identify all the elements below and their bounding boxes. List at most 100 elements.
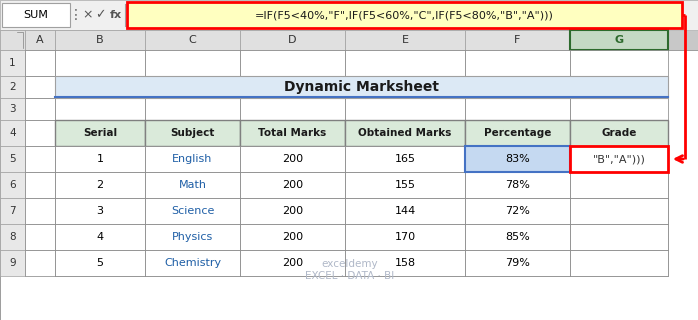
Text: 7: 7 — [9, 206, 16, 216]
Bar — [145, 98, 240, 120]
Text: C: C — [188, 35, 196, 45]
Bar — [0, 224, 25, 250]
Bar — [55, 50, 145, 76]
Text: 1: 1 — [9, 58, 16, 68]
Bar — [25, 146, 55, 172]
Text: E: E — [401, 35, 408, 45]
Bar — [55, 198, 145, 224]
Bar — [145, 224, 240, 250]
Text: B: B — [96, 35, 104, 45]
Text: 3: 3 — [96, 206, 103, 216]
Bar — [0, 146, 25, 172]
Text: 85%: 85% — [505, 232, 530, 242]
Bar — [345, 98, 465, 120]
Text: Dynamic Marksheet: Dynamic Marksheet — [284, 80, 439, 94]
Bar — [570, 172, 668, 198]
Bar — [145, 198, 240, 224]
Text: 200: 200 — [282, 154, 303, 164]
Text: Physics: Physics — [172, 232, 213, 242]
Text: 5: 5 — [9, 154, 16, 164]
Text: 2: 2 — [96, 180, 103, 190]
Bar — [570, 224, 668, 250]
Bar — [240, 98, 345, 120]
Bar — [240, 146, 345, 172]
Bar — [55, 120, 145, 146]
Bar — [345, 198, 465, 224]
Text: 1: 1 — [96, 154, 103, 164]
Bar — [145, 224, 240, 250]
Bar — [25, 30, 55, 50]
Bar — [145, 30, 240, 50]
Bar — [55, 224, 145, 250]
Bar — [570, 146, 668, 172]
Text: ×: × — [83, 9, 94, 21]
Text: 170: 170 — [394, 232, 415, 242]
Bar — [465, 146, 570, 172]
Text: 2: 2 — [9, 82, 16, 92]
Text: Math: Math — [179, 180, 207, 190]
Text: Total Marks: Total Marks — [258, 128, 327, 138]
Bar — [345, 146, 465, 172]
Text: Percentage: Percentage — [484, 128, 551, 138]
Text: A: A — [36, 35, 44, 45]
Bar — [570, 146, 668, 172]
Bar — [570, 250, 668, 276]
Bar — [465, 172, 570, 198]
Text: 78%: 78% — [505, 180, 530, 190]
Bar — [0, 172, 25, 198]
Bar — [55, 76, 145, 98]
Text: fx: fx — [110, 10, 122, 20]
Bar — [240, 250, 345, 276]
Bar — [570, 198, 668, 224]
Text: 72%: 72% — [505, 206, 530, 216]
Bar — [465, 250, 570, 276]
Bar — [25, 120, 55, 146]
Text: ✓: ✓ — [95, 9, 105, 21]
Bar — [55, 98, 145, 120]
Bar — [570, 172, 668, 198]
Bar — [55, 172, 145, 198]
Bar — [240, 50, 345, 76]
Bar — [145, 172, 240, 198]
Text: 155: 155 — [394, 180, 415, 190]
Text: 79%: 79% — [505, 258, 530, 268]
Bar — [0, 76, 25, 98]
Bar — [127, 2, 682, 28]
Bar — [465, 172, 570, 198]
Text: Serial: Serial — [83, 128, 117, 138]
Bar — [570, 198, 668, 224]
Text: exceldemy
EXCEL · DATA · BI: exceldemy EXCEL · DATA · BI — [306, 259, 394, 281]
Bar — [465, 30, 570, 50]
Text: ⋮: ⋮ — [69, 8, 83, 22]
Bar — [240, 224, 345, 250]
Text: Subject: Subject — [170, 128, 215, 138]
Bar — [25, 98, 55, 120]
Bar — [240, 76, 345, 98]
Bar — [465, 120, 570, 146]
Bar — [465, 198, 570, 224]
Text: Science: Science — [171, 206, 214, 216]
Bar — [55, 120, 145, 146]
Bar — [0, 120, 25, 146]
Bar — [240, 120, 345, 146]
Bar — [465, 98, 570, 120]
Text: D: D — [288, 35, 297, 45]
Text: 6: 6 — [9, 180, 16, 190]
Text: Obtained Marks: Obtained Marks — [358, 128, 452, 138]
Bar — [345, 120, 465, 146]
Bar — [240, 224, 345, 250]
Text: "B","A"))): "B","A"))) — [593, 154, 646, 164]
Bar — [55, 198, 145, 224]
Bar — [465, 50, 570, 76]
Bar — [55, 146, 145, 172]
Text: 200: 200 — [282, 258, 303, 268]
Bar — [345, 146, 465, 172]
Bar — [55, 172, 145, 198]
Text: 4: 4 — [9, 128, 16, 138]
Bar — [465, 224, 570, 250]
Text: English: English — [172, 154, 213, 164]
Bar — [145, 172, 240, 198]
Bar — [240, 172, 345, 198]
Text: 200: 200 — [282, 232, 303, 242]
Bar — [345, 172, 465, 198]
